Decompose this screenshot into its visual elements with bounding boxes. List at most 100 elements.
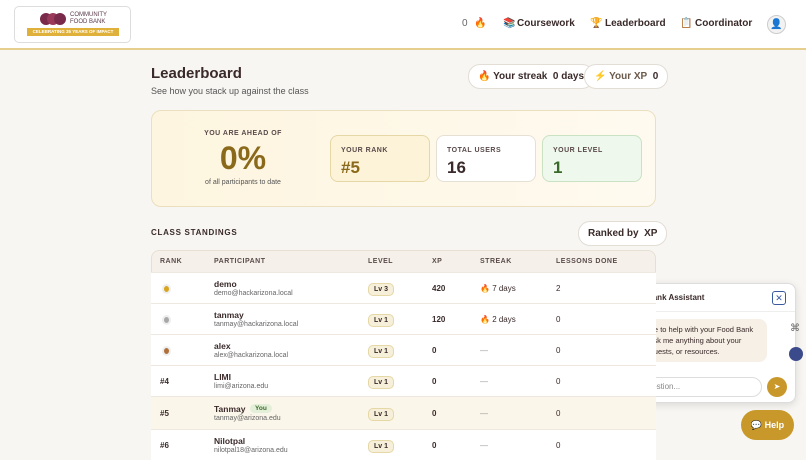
- level-badge: Lv 3: [368, 282, 395, 296]
- standings-row: tanmay tanmay@hackarizona.local Lv 1 120 🔥 2…: [151, 303, 656, 334]
- send-button[interactable]: ➤: [767, 377, 787, 397]
- logo[interactable]: COMMUNITY FOOD BANK CELEBRATING 35 YEARS …: [14, 6, 131, 43]
- standings-row: alex alex@hackarizona.local Lv 1 0 — 0: [151, 334, 656, 365]
- streak-value: —: [480, 345, 488, 355]
- rank: #4: [160, 376, 169, 386]
- lessons-done: 0: [556, 314, 561, 324]
- participant-email: demo@hackarizona.local: [214, 289, 293, 297]
- logo-line: COMMUNITY: [70, 12, 107, 18]
- xp: 120: [432, 314, 446, 324]
- flame-icon: 🔥: [480, 283, 493, 293]
- lessons-done: 0: [556, 440, 561, 450]
- streak-count: 0: [462, 18, 468, 29]
- level-badge: Lv 1: [368, 439, 395, 453]
- card-value: 16: [447, 158, 466, 177]
- column-header: STREAK: [480, 258, 512, 265]
- streak: 🔥 7 days: [480, 284, 516, 293]
- standings-row: #6 Nilotpal nilotpal18@arizona.edu Lv 1 0 — 0: [151, 429, 656, 460]
- streak: —: [480, 409, 488, 418]
- lessons-done: 0: [556, 376, 561, 386]
- participant-email: tanmay@arizona.edu: [214, 414, 281, 422]
- card-value: #5: [341, 158, 360, 177]
- participant-name: tanmay: [214, 309, 244, 320]
- column-header: PARTICIPANT: [214, 258, 266, 265]
- streak-value: 7 days: [492, 283, 516, 293]
- pill-label: Your streak: [493, 71, 548, 82]
- pill-label: Ranked by: [588, 228, 639, 239]
- section-title: CLASS STANDINGS: [151, 228, 238, 237]
- streak-value: 2 days: [492, 314, 516, 324]
- level-badge: Lv 1: [368, 375, 395, 389]
- stat-card: YOUR LEVEL 1: [542, 135, 642, 182]
- close-button[interactable]: ✕: [772, 291, 786, 305]
- participant-email: alex@hackarizona.local: [214, 351, 289, 359]
- nav-link[interactable]: Leaderboard: [605, 18, 666, 29]
- nav-link[interactable]: Coursework: [517, 18, 575, 29]
- level-badge: Lv 1: [368, 313, 395, 327]
- page-title: Leaderboard: [151, 65, 242, 82]
- rank: #6: [160, 440, 169, 450]
- level-badge: Lv 1: [368, 407, 395, 421]
- logo-text: COMMUNITY FOOD BANK: [70, 12, 107, 26]
- logo-banner: CELEBRATING 35 YEARS OF IMPACT: [27, 28, 119, 36]
- avatar[interactable]: 👤: [767, 15, 786, 34]
- streak: 🔥 2 days: [480, 315, 516, 324]
- participant-name: LIMI: [214, 371, 231, 382]
- column-header: LEVEL: [368, 258, 394, 265]
- chat-title-text: Food Bank Assistant: [625, 293, 705, 302]
- flame-icon: 🔥: [480, 314, 493, 324]
- card-label: YOUR LEVEL: [553, 147, 603, 154]
- nav-icon: 📚: [503, 18, 516, 29]
- medal-icon: [162, 314, 171, 325]
- participant-name: demo: [214, 278, 237, 289]
- side-icon[interactable]: [789, 347, 803, 361]
- card-label: YOUR RANK: [341, 147, 388, 154]
- stat-card: YOUR RANK #5: [330, 135, 430, 182]
- lessons-done: 2: [556, 283, 561, 293]
- ahead-label: YOU ARE AHEAD OF: [204, 130, 282, 137]
- participant-name: Nilotpal: [214, 435, 246, 446]
- divider: [605, 311, 795, 312]
- streak-value: —: [480, 376, 488, 386]
- streak-value: —: [480, 440, 488, 450]
- streak-pill: 🔥 Your streak 0 days: [468, 64, 595, 89]
- participant-name: alex: [214, 340, 231, 351]
- xp: 0: [432, 376, 437, 386]
- participant-email: tanmay@hackarizona.local: [214, 320, 299, 328]
- page-subtitle: See how you stack up against the class: [151, 86, 309, 96]
- medal-icon: [162, 345, 171, 356]
- nav-icon: 📋: [680, 18, 693, 29]
- ahead-note: of all participants to date: [205, 179, 281, 186]
- streak: —: [480, 346, 488, 355]
- xp: 420: [432, 283, 446, 293]
- column-header: XP: [432, 258, 443, 265]
- level-badge: Lv 1: [368, 344, 395, 358]
- column-header: LESSONS DONE: [556, 258, 618, 265]
- stat-card: TOTAL USERS 16: [436, 135, 536, 182]
- pill-value: XP: [644, 228, 658, 239]
- card-label: TOTAL USERS: [447, 147, 502, 154]
- nav-link[interactable]: Coordinator: [695, 18, 753, 29]
- streak: —: [480, 377, 488, 386]
- help-button[interactable]: 💬 Help: [741, 410, 794, 440]
- you-badge: You: [250, 403, 272, 413]
- header: [0, 0, 806, 50]
- participant-email: nilotpal18@arizona.edu: [214, 446, 288, 454]
- card-value: 1: [553, 158, 563, 177]
- logo-line: FOOD BANK: [70, 19, 106, 25]
- pill-value: 0: [652, 71, 659, 82]
- column-header: RANK: [160, 258, 183, 265]
- streak-value: —: [480, 408, 488, 418]
- ranked-by[interactable]: Ranked by XP: [578, 221, 668, 246]
- side-icon[interactable]: ⌘: [790, 323, 800, 334]
- participant-email: limi@arizona.edu: [214, 382, 269, 390]
- xp: 0: [432, 440, 437, 450]
- logo-mark: [40, 13, 66, 25]
- xp-pill: ⚡ Your XP 0: [584, 64, 669, 89]
- xp: 0: [432, 408, 437, 418]
- lessons-done: 0: [556, 345, 561, 355]
- ahead-percent: 0%: [219, 140, 267, 176]
- xp: 0: [432, 345, 437, 355]
- lessons-done: 0: [556, 408, 561, 418]
